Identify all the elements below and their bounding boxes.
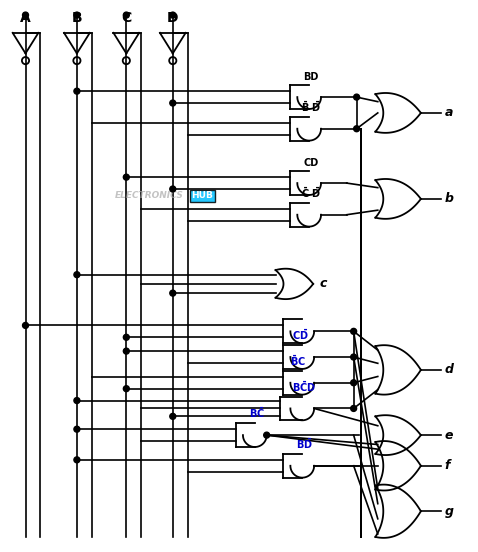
Text: BD: BD	[304, 72, 319, 82]
Text: C: C	[121, 11, 131, 25]
Circle shape	[354, 94, 359, 100]
Circle shape	[74, 457, 80, 463]
Circle shape	[123, 12, 129, 18]
Text: HUB: HUB	[192, 192, 213, 200]
Circle shape	[170, 186, 176, 192]
Text: g: g	[445, 505, 454, 518]
Text: f: f	[445, 459, 450, 473]
Circle shape	[22, 12, 29, 18]
Text: e: e	[445, 429, 453, 442]
Text: b: b	[445, 193, 454, 205]
Text: $\mathbf{\bar{B}C}$: $\mathbf{\bar{B}C}$	[290, 353, 306, 368]
Circle shape	[123, 386, 129, 391]
Circle shape	[22, 322, 29, 328]
Circle shape	[351, 328, 357, 335]
Text: $\mathbf{B\bar{C}D}$: $\mathbf{B\bar{C}D}$	[292, 379, 316, 394]
Circle shape	[123, 348, 129, 354]
Text: $\mathbf{\bar{C}\ \bar{D}}$: $\mathbf{\bar{C}\ \bar{D}}$	[301, 185, 321, 200]
Circle shape	[264, 432, 270, 438]
Circle shape	[74, 12, 80, 18]
Circle shape	[74, 88, 80, 94]
Circle shape	[170, 413, 176, 420]
Circle shape	[170, 12, 176, 18]
Circle shape	[170, 290, 176, 296]
Circle shape	[74, 272, 80, 278]
Text: $\mathbf{B\bar{C}}$: $\mathbf{B\bar{C}}$	[249, 406, 265, 420]
Circle shape	[170, 100, 176, 106]
Circle shape	[74, 397, 80, 404]
Circle shape	[351, 406, 357, 411]
Text: D: D	[167, 11, 178, 25]
Text: d: d	[445, 363, 454, 376]
Text: A: A	[20, 11, 31, 25]
Circle shape	[123, 335, 129, 340]
Text: c: c	[319, 278, 326, 290]
Text: $\mathbf{B\bar{D}}$: $\mathbf{B\bar{D}}$	[296, 437, 313, 451]
Text: $\mathbf{\bar{B}\ \bar{D}}$: $\mathbf{\bar{B}\ \bar{D}}$	[301, 99, 321, 114]
Circle shape	[74, 426, 80, 432]
Text: CD: CD	[304, 158, 319, 168]
Circle shape	[354, 126, 359, 132]
Circle shape	[123, 174, 129, 180]
Text: ELECTRONICS: ELECTRONICS	[115, 192, 184, 200]
Text: $\mathbf{C\bar{D}}$: $\mathbf{C\bar{D}}$	[292, 328, 309, 342]
Text: a: a	[445, 107, 453, 119]
Text: B: B	[72, 11, 82, 25]
Circle shape	[351, 354, 357, 360]
Circle shape	[351, 380, 357, 386]
